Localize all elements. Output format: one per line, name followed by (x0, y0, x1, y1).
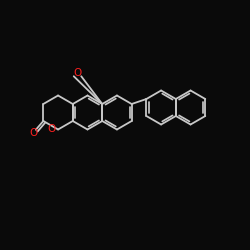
Text: O: O (29, 128, 38, 138)
Text: O: O (47, 124, 55, 134)
Text: O: O (74, 68, 82, 78)
